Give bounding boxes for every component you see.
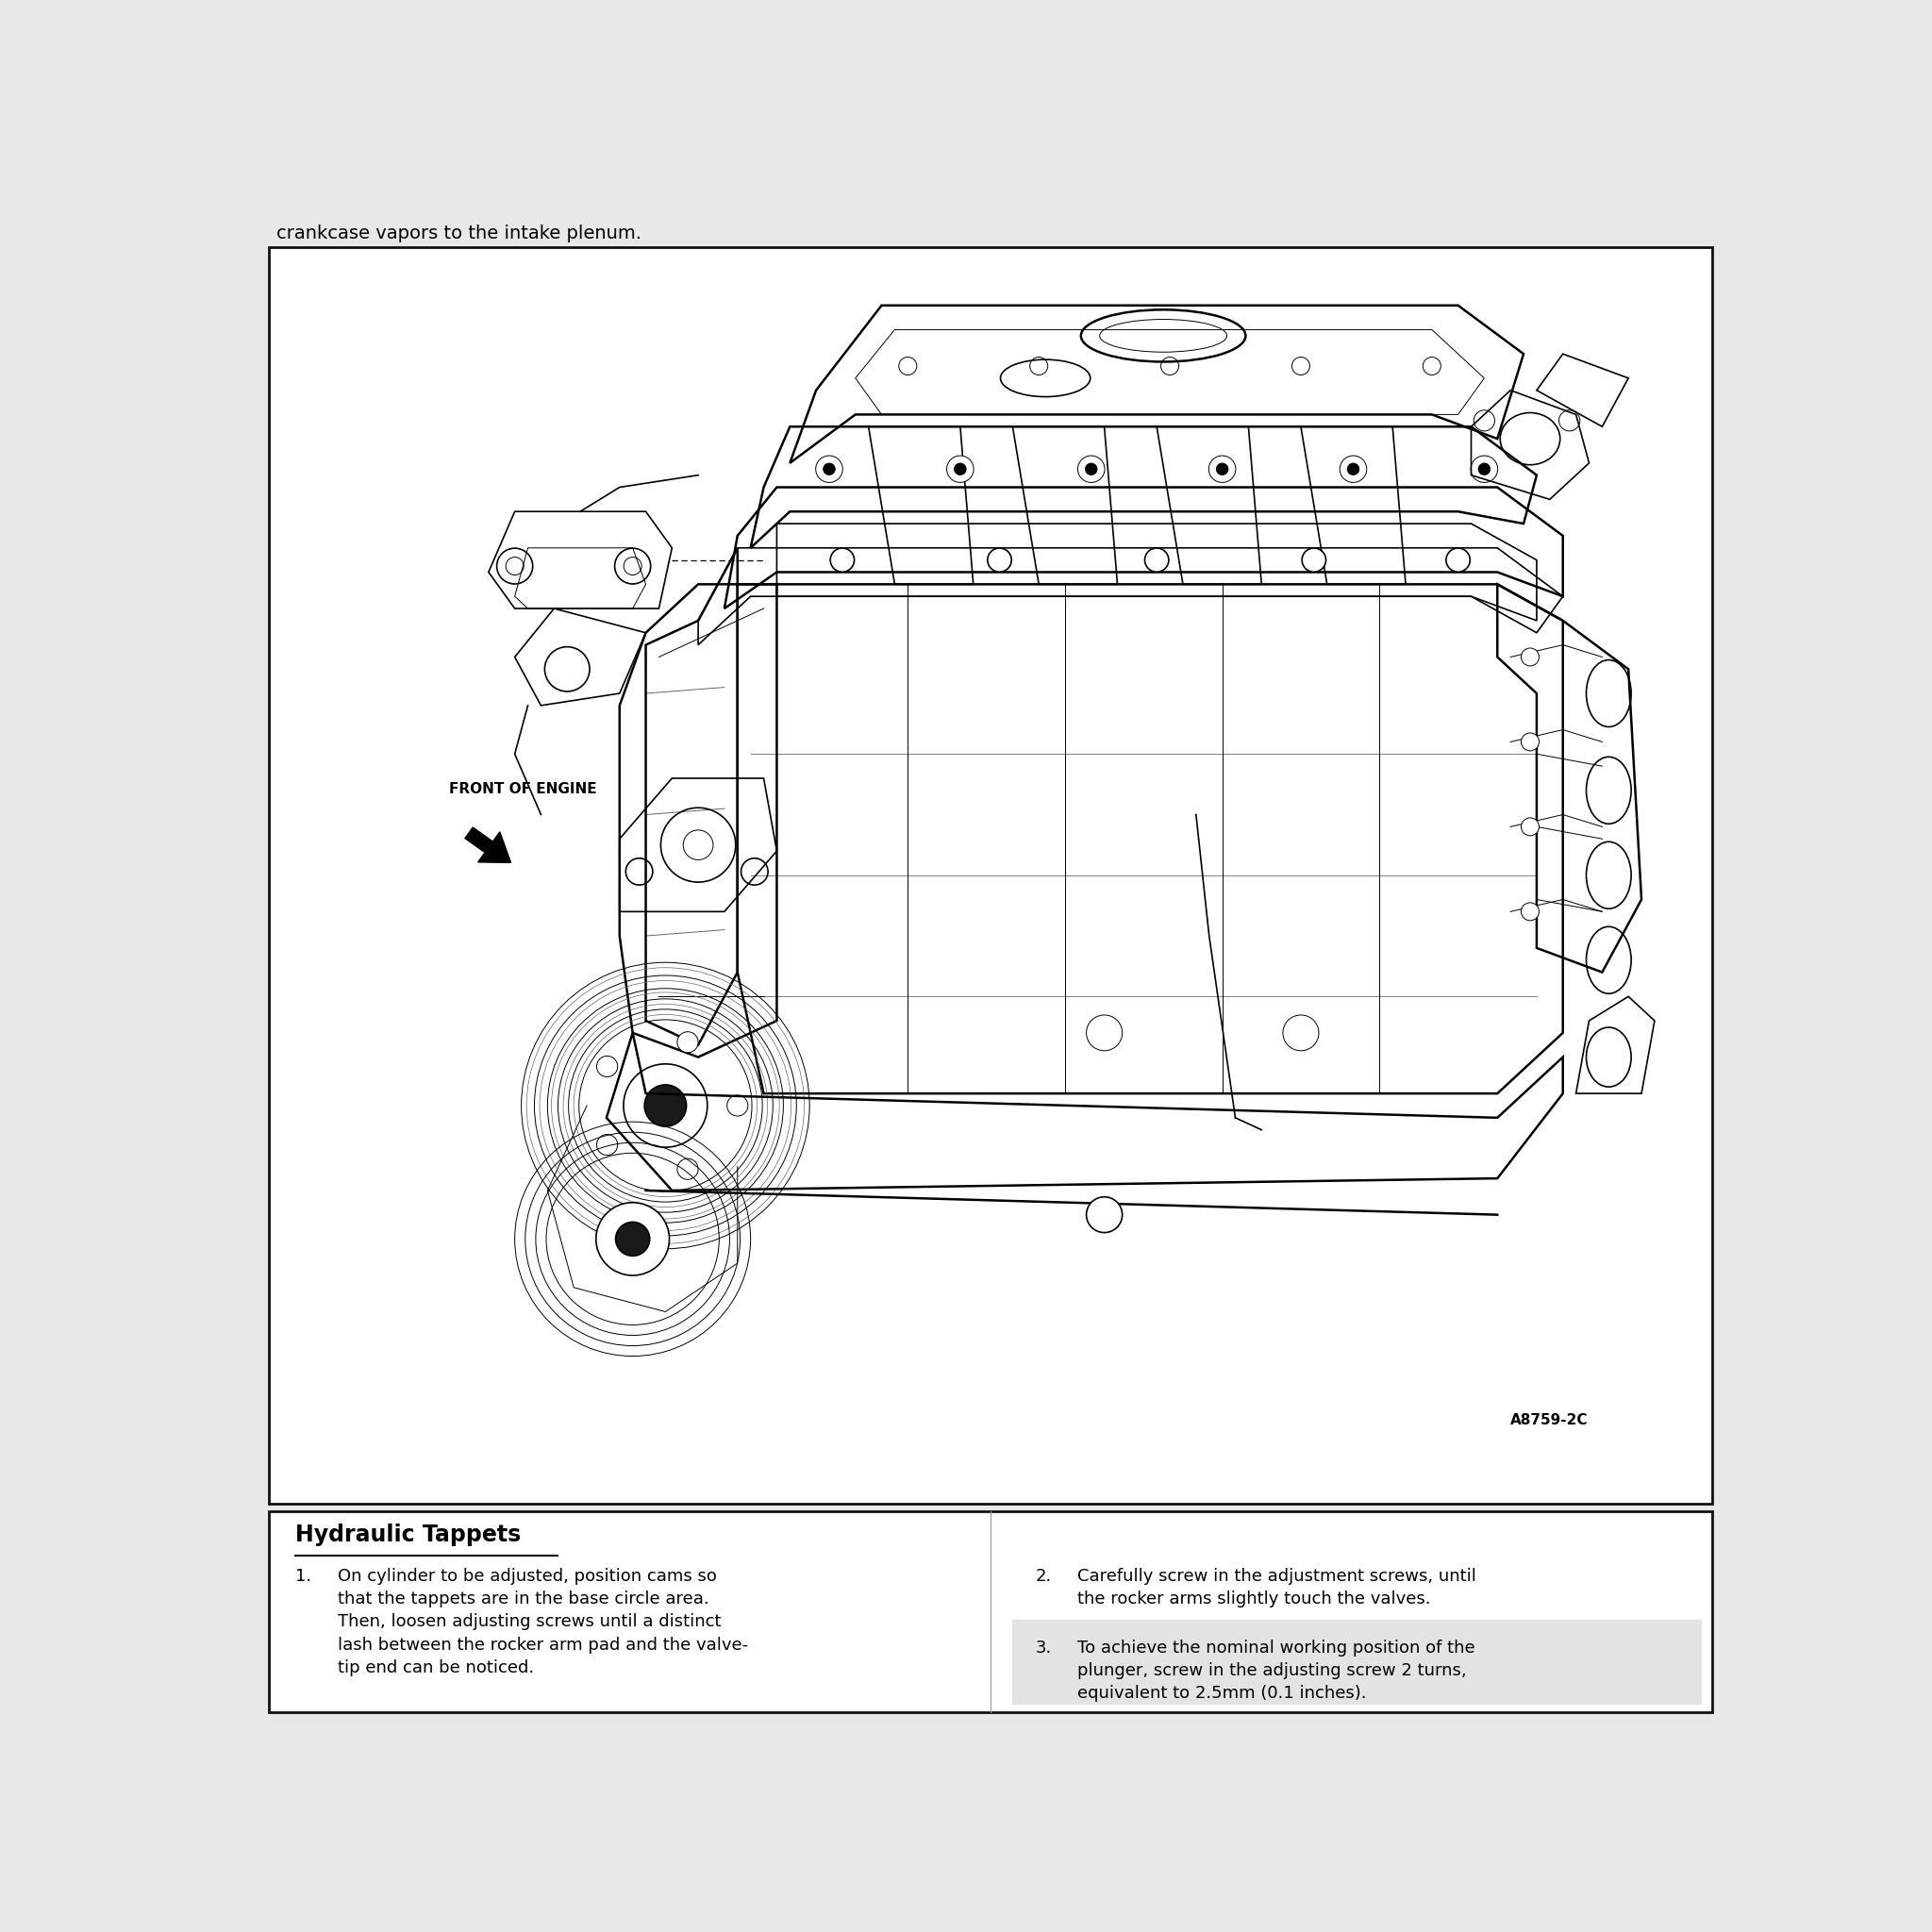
Circle shape bbox=[1478, 464, 1490, 475]
Text: Carefully screw in the adjustment screws, until
the rocker arms slightly touch t: Carefully screw in the adjustment screws… bbox=[1076, 1567, 1476, 1607]
Text: 3.: 3. bbox=[1036, 1638, 1051, 1656]
Circle shape bbox=[726, 1095, 748, 1117]
Circle shape bbox=[678, 1032, 697, 1053]
Circle shape bbox=[1520, 817, 1540, 837]
Text: Hydraulic Tappets: Hydraulic Tappets bbox=[296, 1522, 522, 1546]
Circle shape bbox=[987, 549, 1012, 572]
Circle shape bbox=[1146, 549, 1169, 572]
Circle shape bbox=[831, 549, 854, 572]
Text: crankcase vapors to the intake plenum.: crankcase vapors to the intake plenum. bbox=[276, 224, 641, 242]
Circle shape bbox=[616, 1223, 649, 1256]
Circle shape bbox=[678, 1159, 697, 1179]
Text: 2.: 2. bbox=[1036, 1567, 1051, 1584]
Text: A8759-2C: A8759-2C bbox=[1511, 1412, 1588, 1428]
Circle shape bbox=[597, 1057, 618, 1076]
Circle shape bbox=[1445, 549, 1470, 572]
Circle shape bbox=[1520, 902, 1540, 920]
Circle shape bbox=[1339, 456, 1366, 483]
Bar bbox=[269, 1511, 1712, 1712]
Bar bbox=[269, 247, 1712, 1503]
Circle shape bbox=[815, 456, 842, 483]
Circle shape bbox=[823, 464, 835, 475]
Circle shape bbox=[947, 456, 974, 483]
Circle shape bbox=[1086, 464, 1097, 475]
Circle shape bbox=[595, 1202, 668, 1275]
Circle shape bbox=[1470, 456, 1497, 483]
Circle shape bbox=[954, 464, 966, 475]
FancyArrow shape bbox=[466, 827, 510, 862]
Circle shape bbox=[624, 1065, 707, 1148]
Text: 1.: 1. bbox=[296, 1567, 311, 1584]
Circle shape bbox=[1347, 464, 1360, 475]
Circle shape bbox=[1302, 549, 1325, 572]
Text: To achieve the nominal working position of the
plunger, screw in the adjusting s: To achieve the nominal working position … bbox=[1076, 1638, 1474, 1702]
Text: FRONT OF ENGINE: FRONT OF ENGINE bbox=[450, 782, 597, 796]
Circle shape bbox=[1086, 1196, 1122, 1233]
Circle shape bbox=[645, 1084, 686, 1126]
Circle shape bbox=[1078, 456, 1105, 483]
Circle shape bbox=[1520, 732, 1540, 752]
Text: On cylinder to be adjusted, position cams so
that the tappets are in the base ci: On cylinder to be adjusted, position cam… bbox=[338, 1567, 748, 1677]
Circle shape bbox=[597, 1134, 618, 1155]
Circle shape bbox=[1209, 456, 1236, 483]
Bar bbox=[1012, 1619, 1702, 1704]
Circle shape bbox=[1217, 464, 1229, 475]
Circle shape bbox=[1520, 647, 1540, 667]
